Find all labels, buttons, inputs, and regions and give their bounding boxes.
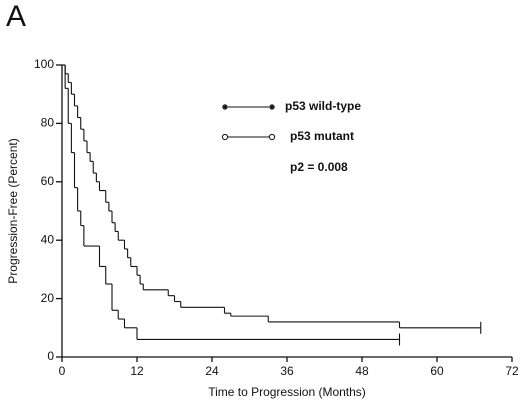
x-tick-label: 60 — [430, 364, 444, 378]
x-tick-label: 48 — [355, 364, 369, 378]
legend-label: p53 mutant — [290, 129, 354, 143]
x-axis-label: Time to Progression (Months) — [208, 385, 366, 399]
x-tick-label: 36 — [280, 364, 294, 378]
y-tick-label: 20 — [41, 291, 55, 305]
legend-label: p53 wild-type — [285, 99, 361, 113]
x-tick-label: 12 — [130, 364, 144, 378]
y-tick-label: 100 — [34, 57, 54, 71]
y-tick-label: 40 — [41, 232, 55, 246]
x-tick-label: 72 — [505, 364, 519, 378]
legend-marker — [269, 104, 275, 110]
x-tick-label: 24 — [205, 364, 219, 378]
annotation: p2 = 0.008 — [290, 160, 348, 174]
x-tick-label: 0 — [59, 364, 66, 378]
y-tick-label: 0 — [47, 349, 54, 363]
y-axis-label: Progression-Free (Percent) — [6, 138, 20, 283]
panel-label: A — [6, 0, 26, 33]
legend-marker — [221, 133, 229, 141]
legend-marker — [268, 133, 276, 141]
legend-marker — [222, 104, 228, 110]
y-tick-label: 60 — [41, 174, 55, 188]
y-tick-label: 80 — [41, 116, 55, 130]
